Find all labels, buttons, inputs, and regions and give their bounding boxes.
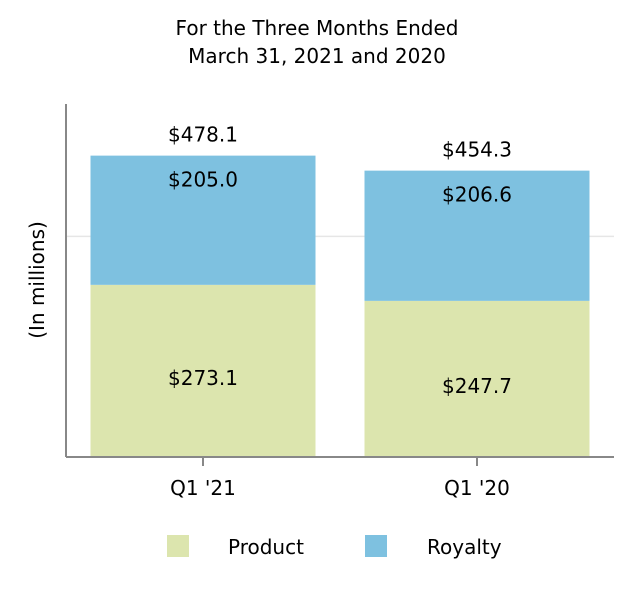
legend-label-royalty: Royalty <box>427 535 502 559</box>
x-tick-label-1: Q1 '20 <box>444 476 510 500</box>
bar-royalty-0 <box>90 155 316 285</box>
axes <box>65 104 614 458</box>
total-label-1: $454.3 <box>442 138 512 162</box>
data-label-product-0: $273.1 <box>168 366 238 390</box>
x-axis-ticks: Q1 '21 Q1 '20 <box>170 457 510 500</box>
chart-title-line-1: For the Three Months Ended <box>176 16 459 40</box>
total-label-0: $478.1 <box>168 123 238 147</box>
legend-swatch-royalty <box>365 535 387 557</box>
legend-swatch-product <box>167 535 189 557</box>
legend-label-product: Product <box>228 535 304 559</box>
x-tick-label-0: Q1 '21 <box>170 476 236 500</box>
bar-product-1 <box>364 300 590 457</box>
data-labels: $273.1 $205.0 $478.1 $247.7 $206.6 $454.3 <box>168 123 512 398</box>
y-axis-label: (In millions) <box>25 221 49 339</box>
bar-product-0 <box>90 284 316 457</box>
bar-royalty-1 <box>364 170 590 301</box>
bars <box>90 155 590 457</box>
legend: Product Royalty <box>167 535 502 559</box>
data-label-product-1: $247.7 <box>442 374 512 398</box>
data-label-royalty-0: $205.0 <box>168 168 238 192</box>
chart-title-line-2: March 31, 2021 and 2020 <box>188 44 446 68</box>
data-label-royalty-1: $206.6 <box>442 183 512 207</box>
chart-title: For the Three Months Ended March 31, 202… <box>176 16 459 68</box>
